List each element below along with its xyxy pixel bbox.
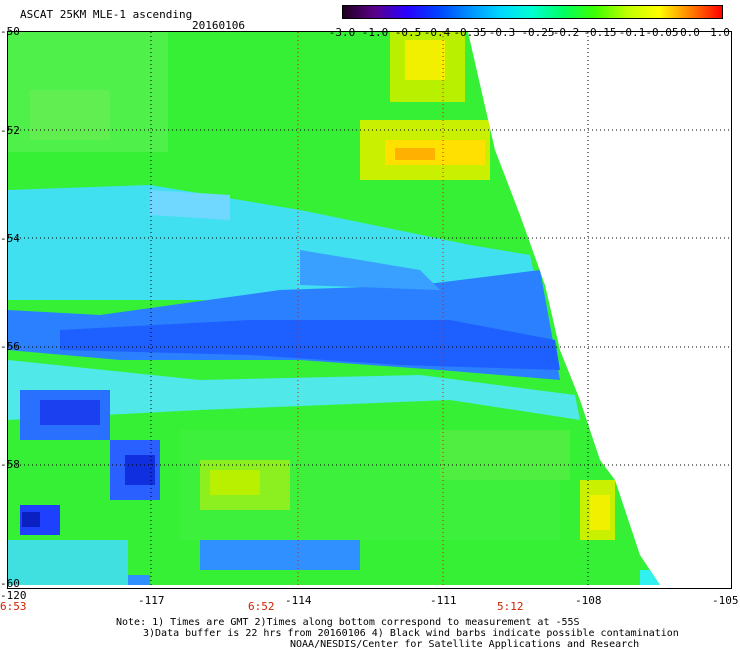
lat-label: -54	[0, 232, 20, 245]
lon-label: -117	[138, 594, 165, 607]
colorbar-tick-label: -0.25	[521, 26, 555, 39]
lat-label: -50	[0, 25, 20, 38]
colorbar-tick-label: -1.0	[361, 26, 389, 39]
colorbar-tick-label: -0.35	[453, 26, 487, 39]
map-frame	[7, 31, 732, 589]
colorbar-tick-label: -0.4	[423, 26, 451, 39]
lat-label: -56	[0, 340, 20, 353]
colorbar	[342, 5, 723, 19]
colorbar-tick-label: -0.15	[583, 26, 617, 39]
swath-field	[8, 32, 660, 585]
colorbar-tick-label: -0.2	[552, 26, 580, 39]
colorbar-tick-label: 0.0	[680, 26, 700, 39]
colorbar-tick-label: 1.0	[710, 26, 730, 39]
lon-label: -111	[430, 594, 457, 607]
lon-label: -105	[712, 594, 739, 607]
colorbar-tick-label: -0.5	[394, 26, 422, 39]
colorbar-tick-label: -0.3	[488, 26, 516, 39]
colorbar-tick-label: -0.1	[618, 26, 646, 39]
colorbar-tick-label: -0.05	[645, 26, 679, 39]
lon-label: -120	[0, 589, 27, 602]
note-line-1: Note: 1) Times are GMT 2)Times along bot…	[116, 617, 580, 628]
time-label: 6:53	[0, 600, 27, 613]
lon-label: -114	[285, 594, 312, 607]
lat-label: -52	[0, 124, 20, 137]
colorbar-tick-label: -3.0	[328, 26, 356, 39]
time-label: 6:52	[248, 600, 275, 613]
product-title: ASCAT 25KM MLE-1 ascending	[20, 8, 193, 21]
note-line-2: 3)Data buffer is 22 hrs from 20160106 4)…	[143, 628, 679, 639]
note-line-3: NOAA/NESDIS/Center for Satellite Applica…	[290, 639, 640, 650]
lat-label: -60	[0, 577, 20, 590]
lon-label: -108	[575, 594, 602, 607]
product-date: 20160106	[192, 19, 245, 32]
lat-label: -58	[0, 458, 20, 471]
time-label: 5:12	[497, 600, 524, 613]
